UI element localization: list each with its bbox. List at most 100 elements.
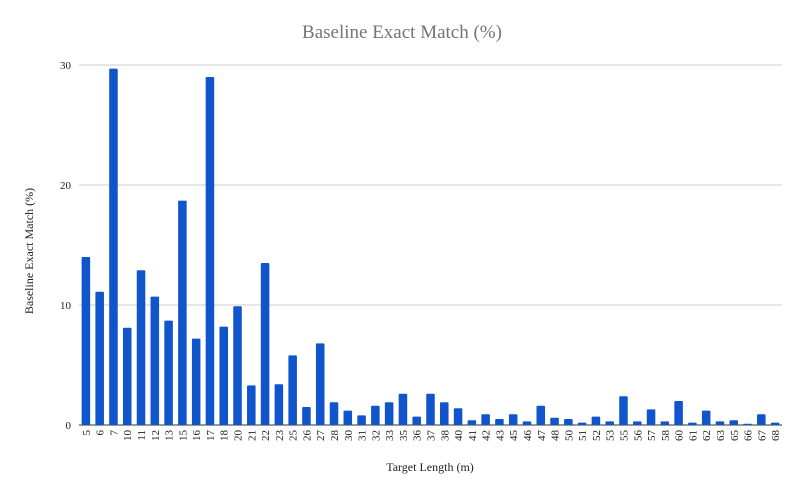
x-tick-label: 32 bbox=[370, 430, 382, 441]
bar bbox=[136, 270, 146, 425]
bar bbox=[191, 338, 201, 425]
x-tick-label: 43 bbox=[494, 430, 506, 442]
x-tick-label: 45 bbox=[508, 430, 520, 442]
x-tick-label: 7 bbox=[108, 430, 120, 436]
bar bbox=[605, 421, 614, 425]
bar bbox=[95, 291, 104, 425]
x-tick-label: 51 bbox=[577, 430, 589, 441]
bar bbox=[357, 415, 366, 425]
x-tick-label: 5 bbox=[81, 430, 93, 436]
bar bbox=[260, 263, 270, 425]
bar bbox=[426, 393, 435, 425]
x-tick-label: 31 bbox=[357, 430, 369, 441]
x-tick-label: 53 bbox=[605, 430, 617, 442]
x-tick-label: 47 bbox=[536, 430, 548, 442]
x-tick-label: 50 bbox=[563, 430, 575, 442]
x-tick-label: 17 bbox=[205, 430, 217, 442]
bar bbox=[715, 421, 725, 425]
bar bbox=[81, 257, 91, 425]
bar bbox=[329, 402, 339, 425]
x-tick-label: 41 bbox=[467, 430, 479, 441]
x-tick-label: 58 bbox=[660, 430, 672, 442]
x-tick-label: 20 bbox=[233, 430, 245, 442]
y-tick-label: 20 bbox=[60, 180, 72, 192]
x-tick-label: 48 bbox=[550, 430, 562, 442]
bar bbox=[619, 396, 628, 425]
bar bbox=[219, 326, 229, 425]
x-tick-label: 52 bbox=[591, 430, 603, 441]
x-tick-label: 38 bbox=[439, 430, 451, 442]
bar bbox=[302, 407, 311, 425]
y-tick-label: 0 bbox=[66, 420, 72, 432]
x-tick-label: 11 bbox=[136, 430, 148, 441]
bar bbox=[247, 385, 256, 425]
bar bbox=[164, 320, 173, 425]
x-tick-label: 65 bbox=[729, 430, 741, 442]
bar bbox=[729, 420, 739, 425]
bar bbox=[660, 421, 670, 425]
bar bbox=[770, 422, 780, 425]
x-tick-label: 68 bbox=[770, 430, 782, 442]
x-tick-label: 40 bbox=[453, 430, 465, 442]
bar bbox=[646, 409, 656, 425]
bar bbox=[122, 327, 132, 425]
x-tick-label: 37 bbox=[426, 430, 438, 442]
bar bbox=[495, 419, 504, 425]
bar bbox=[371, 405, 380, 425]
bar bbox=[632, 421, 642, 425]
bar bbox=[701, 410, 711, 425]
bar bbox=[150, 296, 160, 425]
x-tick-label: 10 bbox=[122, 430, 134, 442]
y-tick-label: 10 bbox=[60, 300, 72, 312]
x-tick-label: 66 bbox=[743, 430, 755, 442]
bar bbox=[398, 393, 408, 425]
bars bbox=[81, 68, 780, 425]
x-tick-label: 57 bbox=[646, 430, 658, 442]
bar bbox=[288, 355, 297, 425]
bar bbox=[743, 423, 752, 425]
bar bbox=[205, 77, 215, 425]
x-tick-label: 21 bbox=[246, 430, 258, 441]
x-tick-label: 23 bbox=[274, 430, 286, 442]
x-tick-label: 55 bbox=[618, 430, 630, 442]
x-tick-label: 26 bbox=[301, 430, 313, 442]
bar bbox=[536, 405, 546, 425]
x-tick-label: 15 bbox=[177, 430, 189, 442]
bar bbox=[412, 416, 421, 425]
x-tick-label: 12 bbox=[150, 430, 162, 441]
y-axis-title: Baseline Exact Match (%) bbox=[22, 188, 36, 314]
bar bbox=[315, 343, 325, 425]
x-tick-label: 30 bbox=[343, 430, 355, 442]
x-tick-label: 36 bbox=[412, 430, 424, 442]
x-tick-label: 25 bbox=[288, 430, 300, 442]
y-axis-ticks: 0 10 20 30 bbox=[60, 60, 72, 432]
x-tick-label: 67 bbox=[756, 430, 768, 442]
x-tick-label: 61 bbox=[687, 430, 699, 441]
x-tick-label: 56 bbox=[632, 430, 644, 442]
bar bbox=[274, 384, 284, 425]
bar bbox=[343, 410, 353, 425]
x-tick-label: 13 bbox=[164, 430, 176, 442]
bar bbox=[467, 420, 477, 425]
bar bbox=[591, 416, 601, 425]
x-tick-label: 16 bbox=[191, 430, 203, 442]
x-tick-label: 28 bbox=[329, 430, 341, 442]
bar bbox=[233, 306, 242, 425]
bar bbox=[178, 200, 187, 425]
x-axis-ticks: 5 6 7 10 11 12 13 15 16 17 18 20 21 22 23 25 26 27 28 30 31 3… bbox=[81, 430, 782, 442]
bar bbox=[688, 422, 697, 425]
bar bbox=[440, 402, 449, 425]
y-tick-label: 30 bbox=[60, 60, 72, 72]
x-tick-label: 18 bbox=[219, 430, 231, 442]
x-tick-label: 22 bbox=[260, 430, 272, 441]
bar bbox=[577, 422, 587, 425]
x-tick-label: 46 bbox=[522, 430, 534, 442]
bar bbox=[384, 402, 394, 425]
bar bbox=[674, 401, 683, 425]
x-tick-label: 6 bbox=[95, 430, 107, 436]
x-tick-label: 35 bbox=[398, 430, 410, 442]
bar bbox=[109, 68, 118, 425]
x-tick-label: 27 bbox=[315, 430, 327, 442]
bar bbox=[757, 414, 766, 425]
